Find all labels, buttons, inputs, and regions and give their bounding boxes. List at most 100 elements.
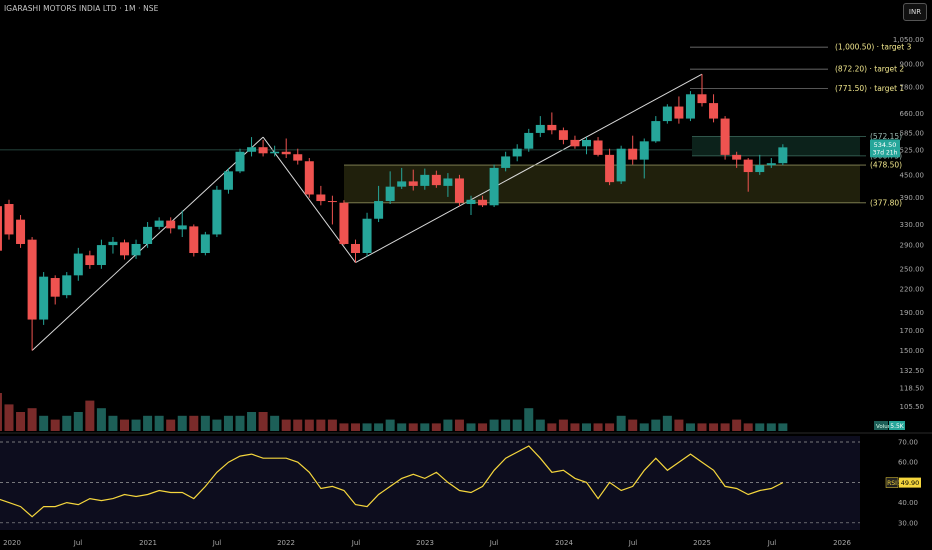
volume-bar — [270, 415, 280, 431]
candle-body — [223, 171, 233, 190]
volume-bar — [778, 423, 788, 431]
candle-body — [443, 178, 453, 186]
candle-body — [16, 219, 26, 244]
time-tick-label: 2024 — [555, 539, 573, 547]
rsi-tick-label: 30.00 — [898, 519, 918, 527]
volume-bar — [27, 408, 37, 431]
candle-body — [743, 159, 753, 173]
candle-body — [339, 202, 349, 244]
volume-bar — [766, 423, 776, 431]
volume-bar — [605, 423, 615, 431]
volume-bar — [697, 423, 707, 431]
volume-bar — [235, 415, 245, 431]
current-price-badge — [870, 139, 900, 158]
volume-bar — [73, 412, 83, 431]
time-tick-label: Jul — [351, 539, 361, 547]
rsi-value-badge — [899, 477, 921, 488]
candle-body — [50, 278, 60, 297]
price-tick-label: 660.00 — [900, 110, 925, 118]
candle-body — [39, 276, 49, 320]
price-tick-label: 220.00 — [900, 286, 925, 294]
price-tick-label: 900.00 — [900, 61, 925, 69]
support-zone — [344, 165, 860, 203]
volume-bar — [489, 419, 499, 431]
candle-body — [247, 147, 257, 152]
candle-body — [570, 139, 580, 147]
candle-body — [154, 220, 164, 227]
volume-bar — [281, 419, 291, 431]
volume-bar — [339, 423, 349, 431]
volume-bar — [662, 415, 672, 431]
volume-bar — [16, 412, 26, 431]
candle-body — [327, 201, 337, 203]
volume-badge-label-bg — [874, 421, 888, 430]
volume-bar — [512, 419, 522, 431]
volume-bar — [304, 419, 314, 431]
candle-body — [605, 154, 615, 183]
volume-bar — [189, 415, 199, 431]
candle-body — [512, 148, 522, 157]
time-tick-label: 2026 — [833, 539, 851, 547]
price-tick-label: 450.00 — [900, 171, 925, 179]
candle-body — [108, 241, 118, 246]
volume-bar — [524, 408, 534, 431]
volume-bar — [743, 423, 753, 431]
candle-body — [270, 151, 280, 154]
candle-body — [755, 165, 765, 173]
volume-bar — [223, 415, 233, 431]
candle-body — [258, 147, 268, 154]
rsi-line — [0, 445, 784, 518]
time-tick-label: 2023 — [416, 539, 434, 547]
time-tick-label: Jul — [212, 539, 222, 547]
volume-bar — [558, 419, 568, 431]
rsi-tick-label: 60.00 — [898, 459, 918, 467]
candle-body — [639, 141, 649, 160]
candle-body — [4, 204, 14, 235]
candle-body — [189, 226, 199, 254]
candle-body — [166, 220, 176, 229]
current-price-label: 534.50 — [874, 141, 897, 149]
price-tick-label: 525.00 — [900, 147, 925, 155]
countdown-label: 37d 21h — [873, 149, 898, 156]
volume-bar — [327, 419, 337, 431]
candle-body — [466, 199, 476, 205]
price-tick-label: 780.00 — [900, 83, 925, 91]
time-tick-label: 2020 — [3, 539, 21, 547]
price-tick-label: 105.50 — [900, 403, 925, 411]
time-tick-label: Jul — [489, 539, 499, 547]
candle-body — [766, 163, 776, 166]
candle-body — [454, 178, 464, 203]
candle-body — [351, 243, 360, 254]
volume-bar — [247, 412, 257, 431]
price-tick-label: 1,050.00 — [893, 36, 924, 44]
time-tick-label: Jul — [73, 539, 83, 547]
time-tick-label: 2025 — [693, 539, 711, 547]
candle-body — [582, 139, 591, 147]
volume-bar — [85, 400, 95, 431]
candle-body — [316, 194, 326, 202]
price-tick-label: 390.00 — [900, 194, 925, 202]
price-tick-label: 250.00 — [900, 265, 925, 273]
candle-body — [293, 154, 303, 161]
target-label: (771.50) · target 1 — [835, 84, 904, 93]
chart-title: IGARASHI MOTORS INDIA LTD · 1M · NSE — [4, 4, 159, 13]
candle-body — [709, 103, 719, 119]
candle-body — [535, 124, 545, 133]
candle-body — [489, 167, 499, 206]
candle-body — [420, 174, 430, 186]
candle-body — [120, 242, 129, 256]
currency-button[interactable]: INR — [903, 3, 927, 21]
rsi-label: RSI — [887, 480, 897, 487]
volume-bar — [258, 412, 268, 431]
level-label: (572.15) — [870, 132, 902, 141]
candle-body — [431, 174, 441, 186]
volume-bar — [593, 423, 603, 431]
volume-label: Volume — [876, 424, 897, 430]
volume-bar — [397, 423, 407, 431]
candle-body — [177, 225, 187, 230]
candle-body — [362, 218, 372, 254]
candle-body — [281, 151, 291, 155]
price-tick-label: 290.00 — [900, 242, 925, 250]
volume-bar — [166, 419, 176, 431]
